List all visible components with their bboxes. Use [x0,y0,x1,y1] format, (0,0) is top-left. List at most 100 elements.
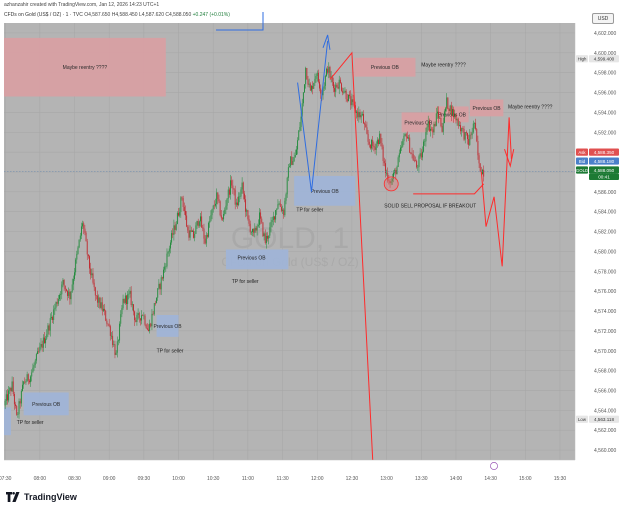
candle-body [152,313,154,315]
candle-body [261,218,263,223]
candle-body [438,111,440,119]
candle-body [461,128,463,132]
candle-body [421,151,423,158]
candle-body [218,199,220,202]
candle-body [371,139,373,149]
candle-body [460,125,462,132]
high-tag-value-bg [589,55,619,63]
candle-body [105,310,107,321]
candle-body [373,145,375,148]
candle-body [234,189,236,205]
candle-body [57,299,59,304]
time-tick-label: 10:00 [172,476,185,482]
candle-body [62,279,64,285]
candle-body [223,214,225,220]
time-tick-label: 14:00 [450,476,463,482]
candle-body [375,143,377,150]
candle-body [153,303,155,315]
candle-body [134,311,136,321]
candle-body [419,153,421,157]
candle-body [182,198,184,207]
candle-body [191,230,193,232]
candle-body [50,317,52,319]
candle-body [183,206,185,211]
price-axis: 4,560.000 4,562.000 4,564.000 4,566.000 4,56… [574,23,619,460]
candle-body [309,83,311,91]
red-breakdown-line [329,51,374,461]
candle-body [415,160,416,162]
candle-body [276,208,278,211]
time-tick-label: 07:30 [0,476,12,482]
candle-body [121,308,123,315]
candle-body [346,99,348,102]
candle-body [442,123,444,132]
red-line-flat [413,183,485,195]
candle-body [49,318,51,331]
candle-body [298,130,300,141]
price-tick-label: 4,602.000 [594,31,616,37]
candle-body [378,139,379,145]
price-tick-label: 4,562.000 [594,428,616,434]
candle-body [146,328,148,330]
candle-body [260,212,262,219]
candle-body [403,135,405,142]
candle-body [297,140,299,150]
candle-body [74,272,75,279]
candle-body [144,315,146,325]
candle-body [450,105,452,116]
candle-body [35,354,37,361]
candle-body [364,123,366,125]
candle-body [82,223,84,227]
annotation-label: Previous OB [237,255,266,261]
countdown-label: 00:41 [598,175,610,180]
price-tick-label: 4,592.000 [594,130,616,136]
candle-body [249,223,251,233]
candle-body [71,284,73,292]
candle-body [233,188,235,190]
candle-body [117,340,119,342]
candle-body [52,317,53,320]
candle-body [250,232,252,233]
price-tick-label: 4,560.000 [594,448,616,454]
candle-body [235,202,237,205]
candle-body [210,215,212,221]
candle-body [257,224,259,227]
candle-body [404,134,406,136]
price-tick-label: 4,598.000 [594,71,616,77]
candle-body [172,233,174,235]
candle-body [169,242,171,249]
candle-body [307,79,309,85]
candle-body [335,84,337,92]
candle-body [454,114,456,118]
candle-body [483,169,485,177]
candle-body [178,212,179,216]
symbol-name[interactable]: CFDs on Gold (US$ / OZ) · 1 · TVC [4,12,83,18]
blue-zone [23,392,69,416]
candle-body [245,199,247,212]
candle-body [305,67,307,85]
candle-body [424,141,426,142]
candle-body [196,220,198,226]
currency-button[interactable]: USD [592,13,614,24]
candle-body [401,146,403,148]
candle-body [13,394,15,405]
candle-body [304,84,305,93]
candle-body [386,172,388,174]
candle-body [63,279,65,286]
candle-body [72,278,74,285]
candle-body [311,85,312,91]
price-tick-label: 4,574.000 [594,309,616,315]
candle-body [202,227,204,229]
candle-body [92,273,94,283]
candle-body [240,189,242,197]
candle-body [205,235,207,244]
candle-body [98,297,100,303]
high-tag-label: High [578,57,587,62]
candle-body [301,103,303,117]
candle-body [212,205,214,210]
candle-body [410,152,412,154]
candle-body [157,288,159,298]
candle-body [313,83,315,89]
candle-body [213,205,215,207]
